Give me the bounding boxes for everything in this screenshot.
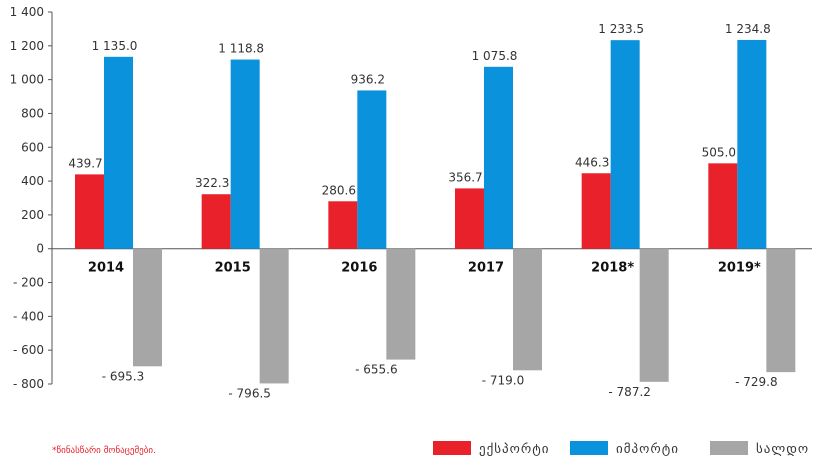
data-label: - 655.6 xyxy=(355,363,398,377)
data-label: 1 234.8 xyxy=(725,22,771,36)
bar-balance xyxy=(513,248,542,371)
bar-import xyxy=(610,40,640,249)
bar-export xyxy=(328,201,358,249)
data-label: - 787.2 xyxy=(608,385,651,399)
category-label: 2014 xyxy=(88,261,124,276)
bar-export xyxy=(201,194,231,249)
legend-swatch-balance xyxy=(710,441,748,455)
category-label: 2018* xyxy=(591,261,634,276)
data-label: 936.2 xyxy=(351,72,385,86)
data-label: 1 075.8 xyxy=(472,49,518,63)
data-label: 1 118.8 xyxy=(218,42,264,56)
bar-chart: 1 400 1 200 1 000 800 600 400 200 0 - 200 - 400 - … xyxy=(10,5,812,400)
data-label: 322.3 xyxy=(195,176,229,190)
bar-import xyxy=(484,66,513,249)
bar-import xyxy=(104,56,133,249)
legend-label-export: ექსპორტი xyxy=(479,442,550,457)
data-label: - 719.0 xyxy=(482,373,525,387)
legend-swatch-import xyxy=(570,441,608,455)
y-tick-label: - 400 xyxy=(13,309,44,323)
y-tick-label: 800 xyxy=(21,106,44,120)
bar-export xyxy=(75,174,104,249)
bar-balance xyxy=(386,248,416,360)
data-label: 446.3 xyxy=(575,155,609,169)
bar-export xyxy=(581,173,611,249)
bar-balance xyxy=(259,248,289,384)
bar-balance xyxy=(133,248,162,367)
legend-item-import: იმპორტი xyxy=(570,441,679,457)
bar-balance xyxy=(639,248,669,382)
y-tick-label: 0 xyxy=(36,242,44,256)
legend-label-balance: სალდო xyxy=(756,442,810,457)
y-tick-label: 1 400 xyxy=(10,5,44,19)
data-label: 439.7 xyxy=(68,156,102,170)
bar-import xyxy=(230,59,260,249)
data-label: - 695.3 xyxy=(102,369,145,383)
bar-export xyxy=(708,163,738,249)
data-label: 505.0 xyxy=(702,145,736,159)
category-label: 2019* xyxy=(718,261,761,276)
data-label: - 729.8 xyxy=(735,375,778,389)
legend-item-export: ექსპორტი xyxy=(433,441,549,457)
legend-swatch-export xyxy=(433,441,471,455)
legend-item-balance: სალდო xyxy=(710,441,809,457)
data-label: 280.6 xyxy=(322,183,356,197)
footnote: *წინასწარი მონაცემები. xyxy=(52,446,156,456)
category-label: 2017 xyxy=(468,261,504,276)
y-tick-label: 1 200 xyxy=(10,39,44,53)
data-label: 1 233.5 xyxy=(598,22,644,36)
y-tick-label: - 800 xyxy=(13,377,44,391)
bar-export xyxy=(455,188,484,249)
bar-import xyxy=(357,90,387,249)
legend-label-import: იმპორტი xyxy=(616,442,679,457)
data-label: - 796.5 xyxy=(228,386,271,400)
y-tick-label: 200 xyxy=(21,208,44,222)
category-label: 2016 xyxy=(341,261,377,276)
y-tick-label: 400 xyxy=(21,174,44,188)
y-tick-label: 1 000 xyxy=(10,73,44,87)
bar-import xyxy=(737,39,767,249)
category-label: 2015 xyxy=(215,261,251,276)
y-tick-label: - 200 xyxy=(13,276,44,290)
bar-balance xyxy=(766,248,796,373)
y-tick-label: 600 xyxy=(21,140,44,154)
y-tick-label: - 600 xyxy=(13,343,44,357)
data-label: 1 135.0 xyxy=(92,39,138,53)
data-label: 356.7 xyxy=(448,170,482,184)
